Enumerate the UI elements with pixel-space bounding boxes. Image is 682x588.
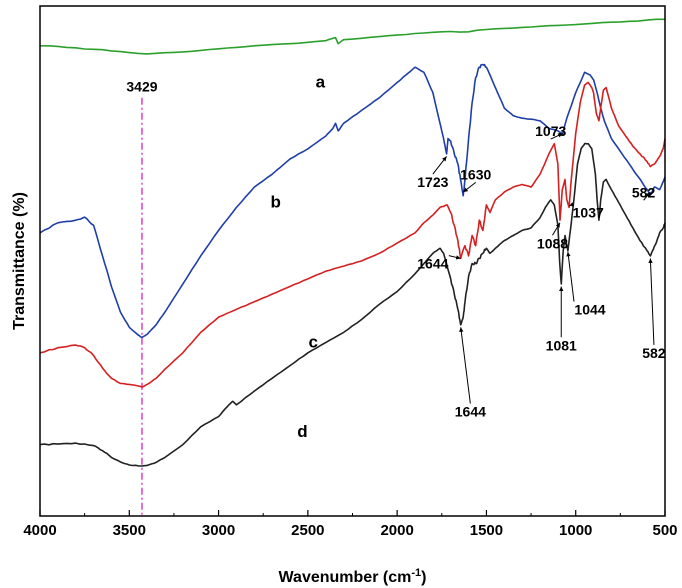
peak-arrowhead bbox=[442, 156, 447, 162]
peak-arrowhead bbox=[559, 286, 564, 292]
series-line-d bbox=[39, 142, 666, 467]
plot-area: 3429 a b c d 1723 1630 1073 582 1037 1088 1644 1081 1… bbox=[39, 18, 666, 516]
series-label-d: d bbox=[297, 422, 307, 441]
peak-arrow bbox=[460, 327, 471, 404]
x-tick-label: 1000 bbox=[559, 522, 592, 539]
peak-label-1044: 1044 bbox=[574, 302, 605, 318]
peak-label-1723: 1723 bbox=[417, 174, 448, 190]
series-label-a: a bbox=[316, 73, 326, 92]
peak-arrowhead bbox=[455, 255, 461, 260]
peak-label-582: 582 bbox=[632, 184, 656, 200]
peak-label-1644: 1644 bbox=[417, 256, 448, 272]
peak-arrowhead bbox=[459, 327, 464, 333]
reference-line-label: 3429 bbox=[126, 79, 157, 95]
peak-arrowhead bbox=[555, 222, 560, 228]
peak-label-582: 582 bbox=[642, 345, 666, 361]
peak-arrowhead bbox=[566, 251, 571, 257]
peak-arrowhead bbox=[463, 187, 469, 193]
series-line-a bbox=[40, 18, 665, 55]
peak-label-1081: 1081 bbox=[546, 337, 577, 353]
y-axis-title: Transmittance (%) bbox=[11, 192, 28, 330]
peak-label-1630: 1630 bbox=[460, 166, 491, 182]
x-tick-label: 4000 bbox=[23, 522, 56, 539]
series-line-b bbox=[39, 63, 666, 339]
x-tick-label: 2500 bbox=[291, 522, 324, 539]
x-tick-label: 1500 bbox=[470, 522, 503, 539]
peak-label-1088: 1088 bbox=[537, 235, 568, 251]
peak-arrowhead bbox=[569, 202, 575, 207]
peak-label-1073: 1073 bbox=[535, 123, 566, 139]
peak-arrowhead bbox=[645, 192, 651, 197]
x-axis-title: Wavenumber (cm-1) bbox=[279, 567, 427, 586]
x-tick-label: 500 bbox=[652, 522, 677, 539]
x-tick-label: 3000 bbox=[202, 522, 235, 539]
peak-arrow bbox=[649, 258, 655, 345]
peak-arrowhead bbox=[557, 133, 563, 138]
x-axis-ticks: 4000 3500 3000 2500 2000 1500 1000 500 bbox=[23, 510, 678, 539]
x-tick-label: 2000 bbox=[380, 522, 413, 539]
series-line-c bbox=[39, 81, 666, 388]
peak-label-1037: 1037 bbox=[573, 205, 604, 221]
x-tick-label: 3500 bbox=[113, 522, 146, 539]
peak-label-1644: 1644 bbox=[455, 404, 486, 420]
peak-arrow bbox=[567, 251, 575, 302]
series-label-c: c bbox=[308, 333, 317, 352]
series-label-b: b bbox=[271, 192, 281, 211]
peak-arrowhead bbox=[648, 258, 653, 264]
